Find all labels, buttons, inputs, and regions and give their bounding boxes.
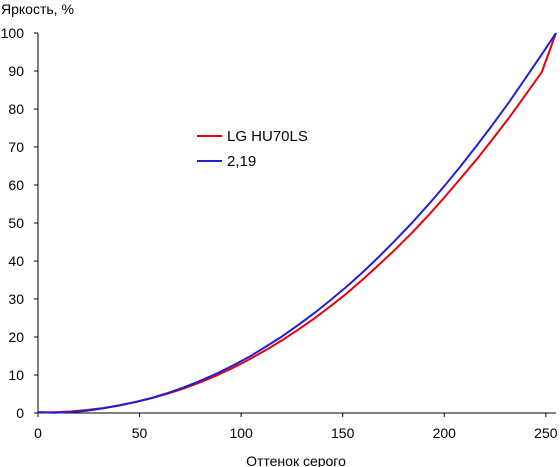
y-tick-label: 40 <box>8 253 24 269</box>
y-tick-label: 20 <box>8 329 24 345</box>
y-tick-label: 100 <box>1 25 25 41</box>
y-tick-label: 60 <box>8 177 24 193</box>
x-tick-label: 250 <box>534 425 558 441</box>
series-lines <box>37 32 557 414</box>
y-tick-label: 0 <box>16 405 24 421</box>
y-tick-label: 10 <box>8 367 24 383</box>
x-tick-label: 50 <box>132 425 148 441</box>
x-ticks: 0 50 100 150 200 250 <box>34 413 558 441</box>
y-ticks: 0 10 20 30 40 50 60 70 80 90 100 <box>1 25 38 421</box>
y-tick-label: 90 <box>8 63 24 79</box>
axes <box>37 33 556 414</box>
y-tick-label: 80 <box>8 101 24 117</box>
x-tick-label: 0 <box>34 425 42 441</box>
y-tick-label: 50 <box>8 215 24 231</box>
x-tick-label: 100 <box>229 425 253 441</box>
y-tick-label: 70 <box>8 139 24 155</box>
legend: LG HU70LS 2,19 <box>197 128 308 170</box>
series-line-1 <box>37 32 557 414</box>
x-axis-title: Оттенок серого <box>246 453 346 467</box>
x-tick-label: 200 <box>433 425 457 441</box>
series-line-0 <box>38 32 557 414</box>
legend-label-0: LG HU70LS <box>227 128 308 145</box>
y-tick-label: 30 <box>8 291 24 307</box>
legend-label-1: 2,19 <box>227 153 256 170</box>
x-tick-label: 150 <box>331 425 355 441</box>
y-axis-title: Яркость, % <box>1 1 74 17</box>
